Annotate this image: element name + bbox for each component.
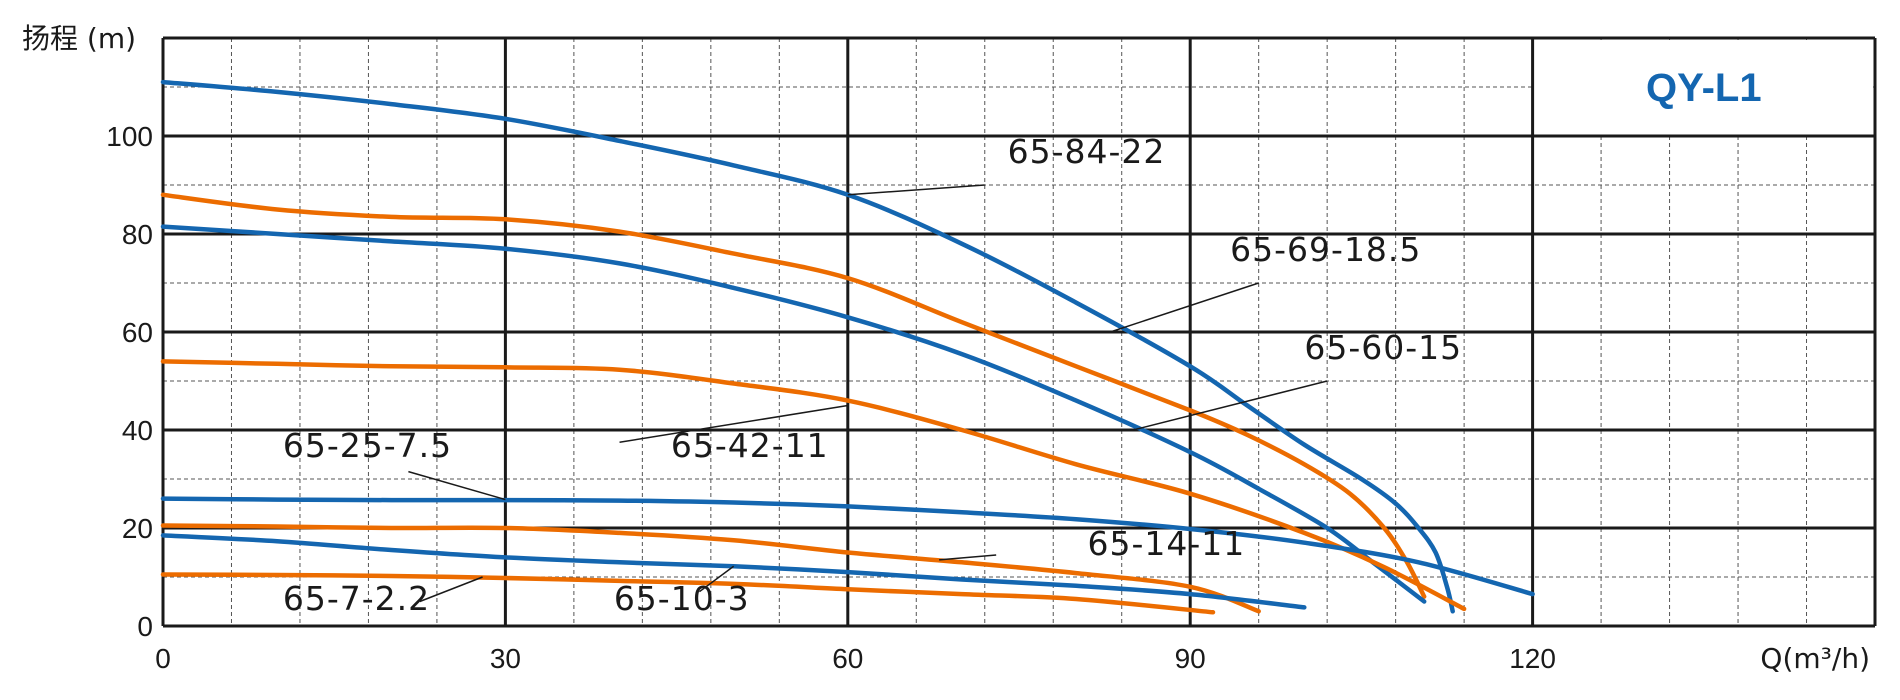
- y-tick-label: 20: [122, 513, 153, 544]
- annotation-label: 65-60-15: [1304, 328, 1462, 367]
- annotation-leader: [419, 576, 483, 603]
- y-axis-label: 扬程 (m): [22, 22, 136, 55]
- annotation-label: 65-84-22: [1008, 132, 1166, 171]
- annotation-leader: [698, 565, 735, 593]
- annotation-label: 65-10-3: [614, 579, 750, 618]
- annotation-label: 65-14-11: [1087, 524, 1245, 563]
- series-line-65-25-7_5: [160, 496, 1535, 597]
- annotation-label: 65-42-11: [671, 426, 829, 465]
- annotation-leader: [847, 184, 985, 196]
- x-tick-label: 30: [490, 643, 521, 674]
- annotation-labels: 65-84-22 65-69-18.5 65-60-15 65-42-11 65-25-…: [283, 132, 1462, 618]
- curves: [160, 79, 1535, 615]
- series-line-65-7-2_2: [160, 572, 1216, 615]
- annotation-leader: [619, 404, 848, 443]
- series-line-65-60-15: [160, 224, 1427, 604]
- series-line-65-84-22: [160, 79, 1455, 614]
- x-tick-label: 0: [155, 643, 171, 674]
- y-tick-label: 40: [122, 415, 153, 446]
- annotation-leader: [408, 470, 506, 501]
- x-tick-labels: 0 30 60 90 120: [155, 643, 1556, 674]
- annotation-leaders: [408, 184, 1328, 603]
- annotation-leader: [939, 554, 997, 561]
- x-tick-label: 60: [832, 643, 863, 674]
- x-axis-label: Q(m³/h): [1760, 642, 1870, 675]
- series-line-65-14-11: [160, 523, 1261, 614]
- annotation-leader: [1110, 282, 1259, 333]
- series-line-65-42-11: [160, 359, 1467, 612]
- annotation-leader: [1132, 380, 1328, 431]
- y-tick-labels: 0 20 40 60 80 100: [106, 121, 153, 642]
- y-tick-label: 60: [122, 317, 153, 348]
- x-tick-label: 120: [1509, 643, 1556, 674]
- series-line-65-69-18_5: [160, 192, 1427, 599]
- x-tick-label: 90: [1175, 643, 1206, 674]
- annotation-label: 65-69-18.5: [1230, 230, 1421, 269]
- series-line-65-10-3: [160, 533, 1307, 610]
- title-box: [1534, 40, 1873, 134]
- y-tick-label: 0: [137, 611, 153, 642]
- y-tick-label: 100: [106, 121, 153, 152]
- annotation-label: 65-25-7.5: [283, 426, 452, 465]
- y-tick-label: 80: [122, 219, 153, 250]
- chart-title: QY-L1: [1646, 66, 1762, 110]
- annotation-label: 65-7-2.2: [283, 579, 430, 618]
